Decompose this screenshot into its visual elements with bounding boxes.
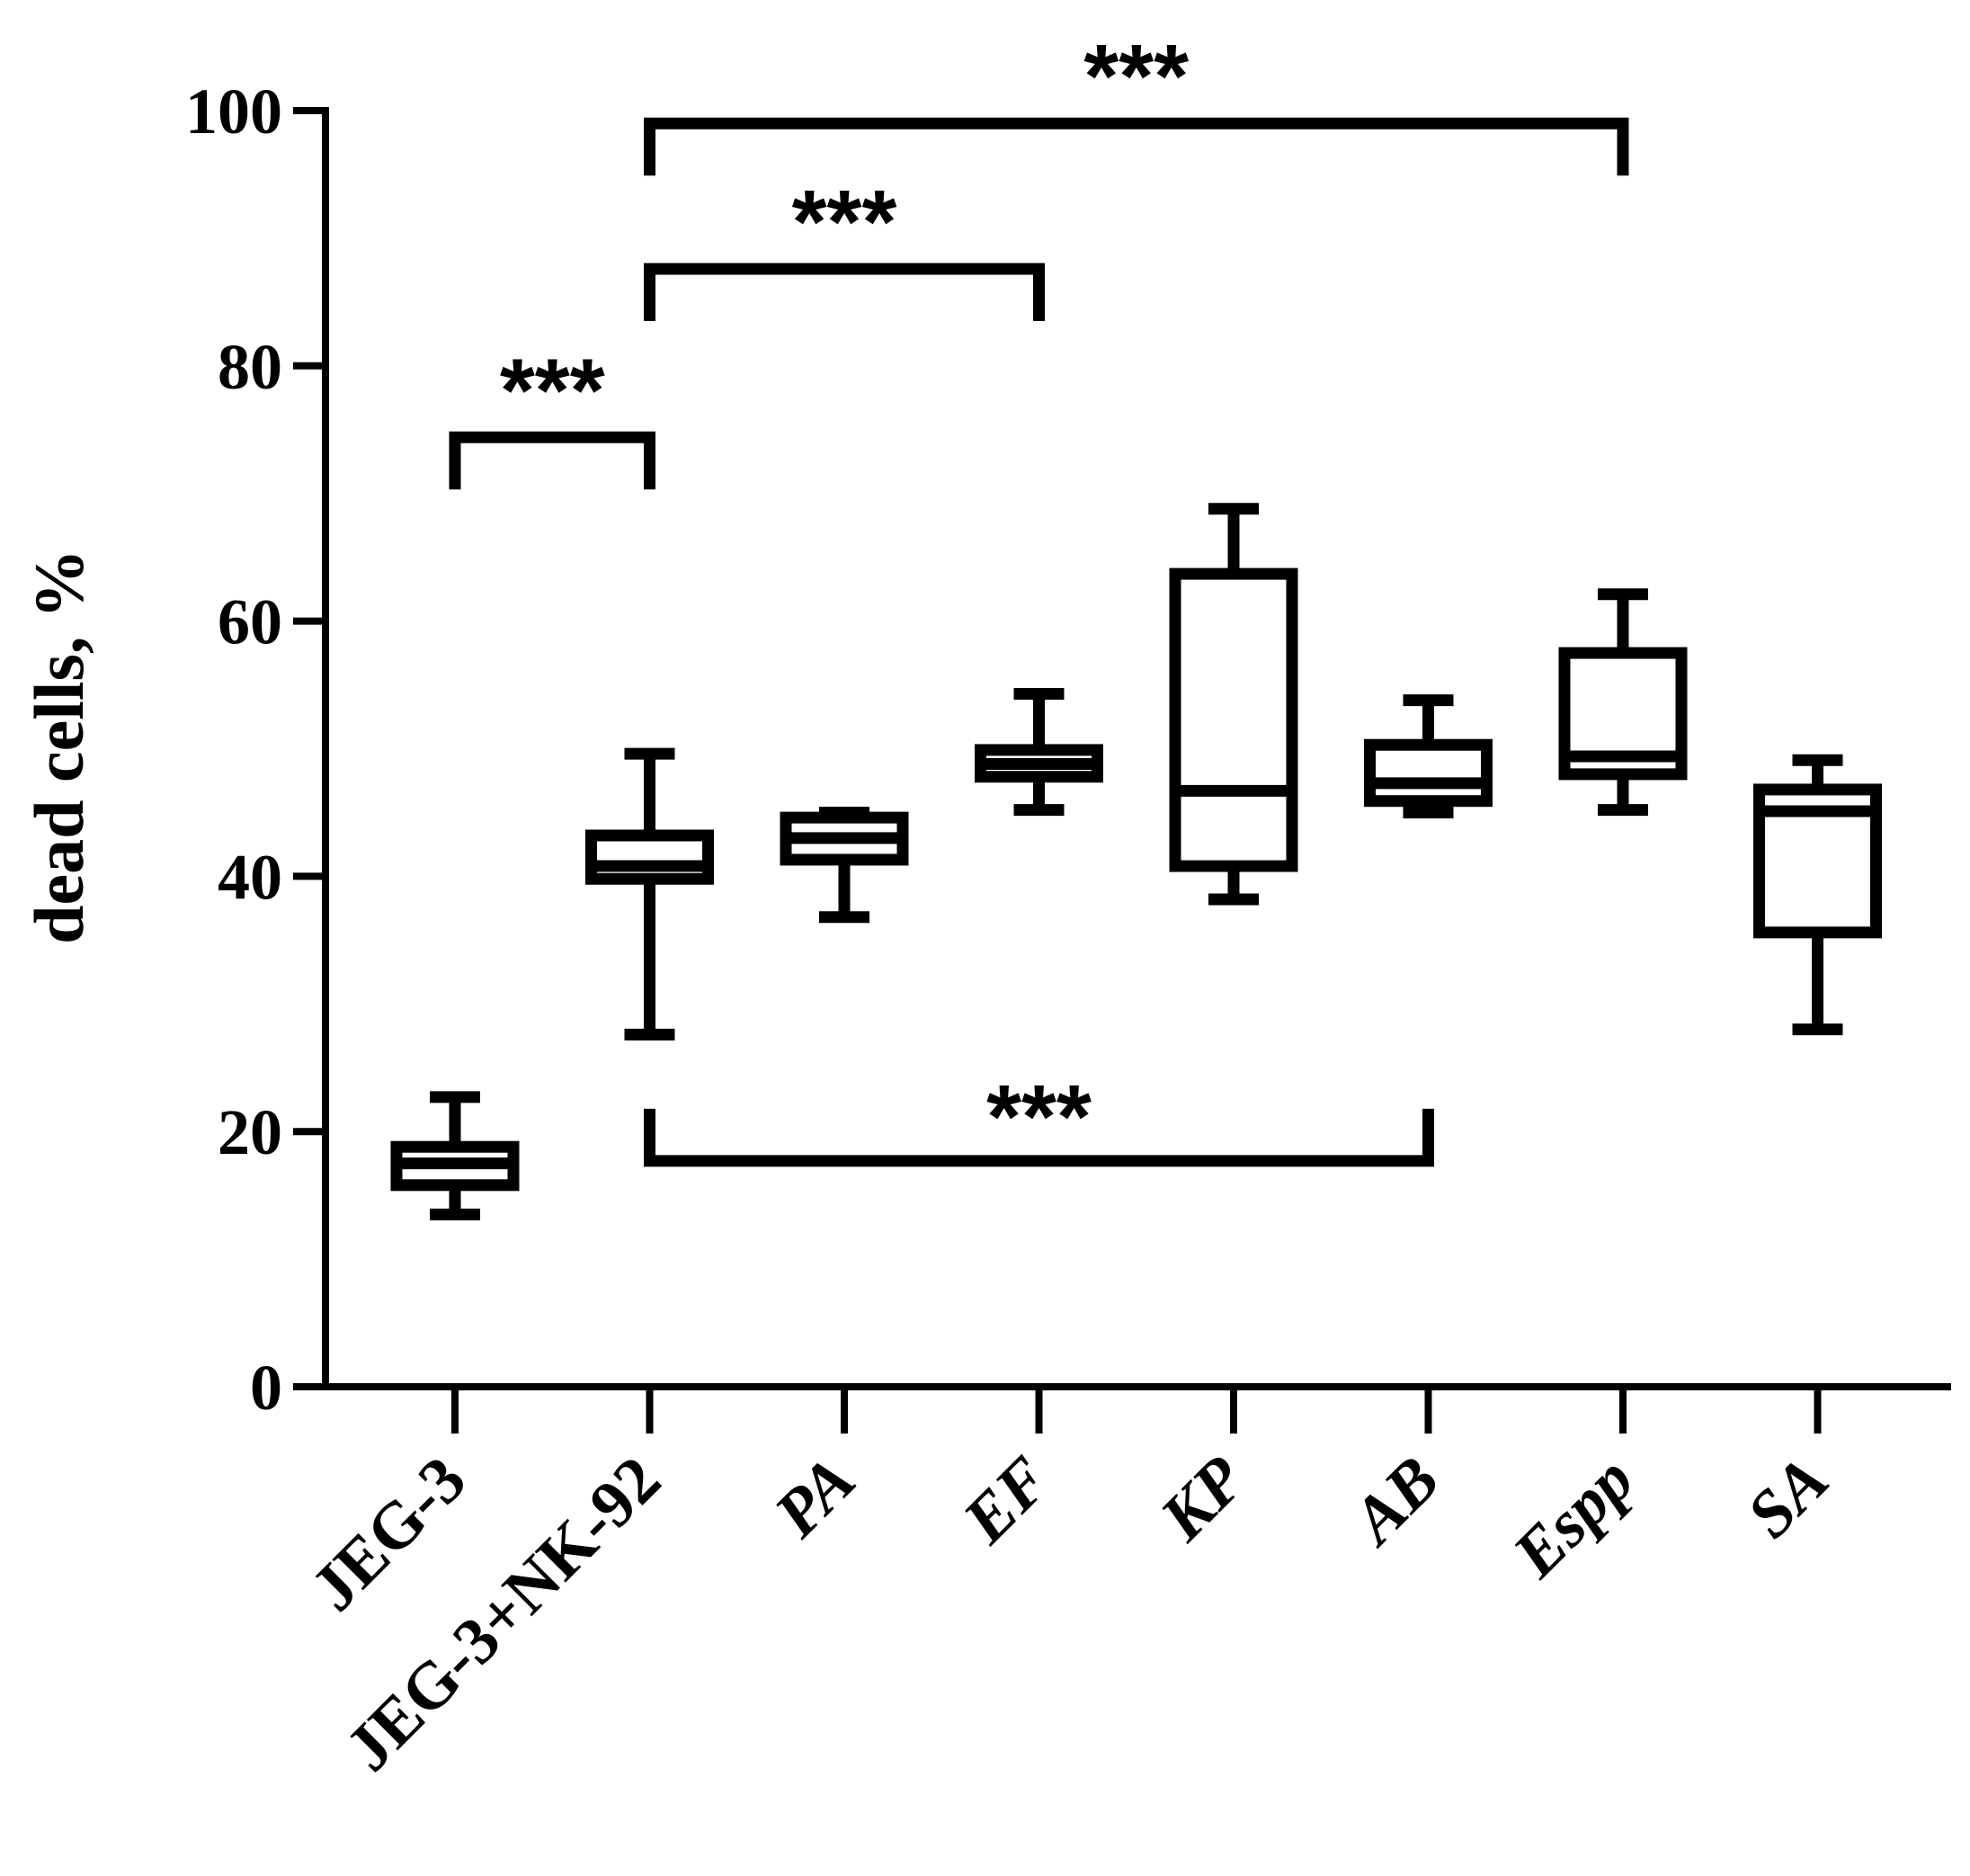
significance-bracket: ***	[644, 26, 1629, 176]
category-label: Espp	[1499, 1443, 1648, 1592]
box-espp	[1558, 588, 1688, 817]
category-label: JEG-3	[298, 1443, 480, 1625]
iqr-box	[1169, 567, 1298, 872]
significance-label: ***	[500, 340, 605, 441]
significance-bracket: ***	[449, 340, 655, 490]
significance-label: ***	[986, 1067, 1092, 1167]
bracket-line	[449, 431, 655, 490]
significance-label: ***	[1083, 26, 1189, 127]
box-ef	[975, 687, 1103, 817]
axes	[322, 107, 1951, 1390]
box-kp	[1169, 503, 1298, 906]
box-jeg-3-nk-92	[585, 747, 714, 1041]
significance-bracket: ***	[644, 1067, 1434, 1167]
significance-label: ***	[792, 172, 897, 272]
category-label: PA	[760, 1443, 869, 1552]
category-label: SA	[1734, 1443, 1843, 1552]
iqr-box	[585, 829, 714, 885]
iqr-box	[1364, 738, 1493, 808]
y-tick-label: 0	[250, 1352, 282, 1424]
y-tick-label: 80	[218, 331, 282, 403]
y-ticks: 0 20 40 60 80 100	[185, 76, 325, 1424]
y-tick-label: 100	[185, 76, 282, 147]
significance-annotations: *** *** *** ***	[449, 26, 1629, 1167]
category-label: KP	[1145, 1442, 1259, 1555]
bracket-line	[644, 263, 1045, 321]
category-label: EF	[949, 1443, 1064, 1558]
bracket-line	[644, 117, 1629, 176]
y-tick-label: 60	[218, 586, 282, 658]
box-ab	[1364, 694, 1493, 818]
box-pa	[780, 806, 909, 924]
category-label: AB	[1336, 1443, 1454, 1560]
bracket-line	[644, 1108, 1434, 1167]
x-ticks	[451, 1387, 1822, 1434]
box-series	[390, 503, 1882, 1220]
box-jeg-3	[390, 1091, 520, 1220]
y-axis-label: dead cells, %	[20, 549, 98, 944]
box-sa	[1753, 754, 1882, 1036]
significance-bracket: ***	[644, 172, 1045, 321]
y-tick-label: 20	[218, 1096, 282, 1168]
y-tick-label: 40	[218, 841, 282, 913]
